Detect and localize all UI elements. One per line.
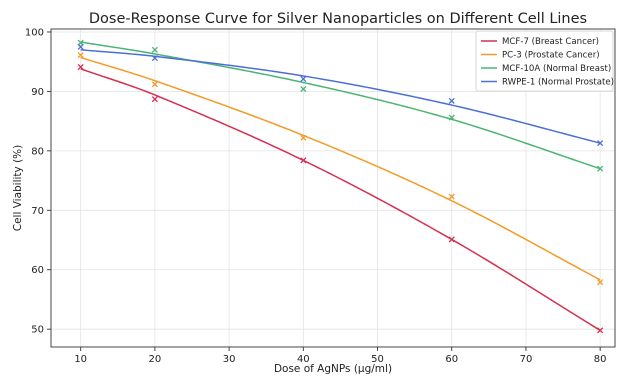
point-mcf-10a-60 — [448, 114, 455, 121]
point-rwpe-1-40 — [300, 75, 307, 82]
point-mcf-10a-80 — [597, 165, 604, 172]
y-tick-label: 70 — [31, 206, 44, 217]
point-rwpe-1-60 — [448, 97, 455, 104]
legend-label: MCF-7 (Breast Cancer) — [502, 37, 599, 47]
x-tick-label: 80 — [594, 354, 607, 365]
point-rwpe-1-20 — [151, 55, 158, 62]
point-pc-3-40 — [300, 134, 307, 141]
point-mcf-10a-40 — [300, 85, 307, 93]
chart-title: Dose-Response Curve for Silver Nanoparti… — [89, 11, 587, 27]
curve-mcf-7 — [80, 68, 601, 331]
legend-label: PC-3 (Prostate Cancer) — [502, 51, 600, 61]
legend-label: RWPE-1 (Normal Prostate) — [502, 78, 614, 88]
legend: MCF-7 (Breast Cancer) PC-3 (Prostate Canc… — [475, 30, 614, 92]
point-rwpe-1-80 — [597, 140, 604, 147]
point-pc-3-60 — [448, 193, 455, 200]
point-mcf-7-10 — [77, 63, 84, 71]
x-tick-label: 20 — [149, 354, 162, 365]
y-tick-label: 90 — [31, 87, 44, 98]
y-tick-label: 100 — [25, 27, 44, 38]
x-tick-label: 40 — [297, 354, 310, 365]
point-mcf-10a-20 — [151, 46, 158, 53]
x-tick-label: 30 — [223, 354, 236, 365]
x-tick-label: 10 — [74, 354, 87, 365]
point-pc-3-20 — [151, 81, 158, 88]
x-tick-label: 60 — [445, 354, 458, 365]
axis-ticks: 10 20 30 40 50 60 70 80 50 60 70 80 90 100 — [25, 27, 607, 365]
point-mcf-7-60 — [448, 236, 455, 243]
y-tick-label: 60 — [31, 265, 44, 276]
fit-curves — [80, 41, 601, 331]
y-axis-label: Cell Viability (%) — [12, 145, 24, 232]
y-tick-label: 50 — [31, 325, 44, 336]
y-tick-label: 80 — [31, 146, 44, 157]
point-mcf-7-80 — [597, 327, 604, 334]
point-pc-3-10 — [77, 52, 84, 59]
plot-frame — [50, 28, 616, 348]
point-pc-3-80 — [597, 279, 604, 286]
data-markers — [77, 39, 604, 334]
curve-pc-3 — [80, 56, 601, 281]
curve-rwpe-1 — [80, 49, 601, 144]
point-rwpe-1-10 — [77, 43, 84, 50]
legend-box — [475, 30, 614, 92]
legend-label: MCF-10A (Normal Breast) — [502, 64, 611, 74]
point-mcf-7-20 — [151, 96, 158, 103]
x-tick-label: 70 — [520, 354, 533, 365]
x-axis-label: Dose of AgNPs (μg/ml) — [274, 363, 392, 375]
x-tick-label: 50 — [371, 354, 384, 365]
point-mcf-7-40 — [300, 157, 307, 164]
curve-mcf-10a — [80, 41, 601, 170]
